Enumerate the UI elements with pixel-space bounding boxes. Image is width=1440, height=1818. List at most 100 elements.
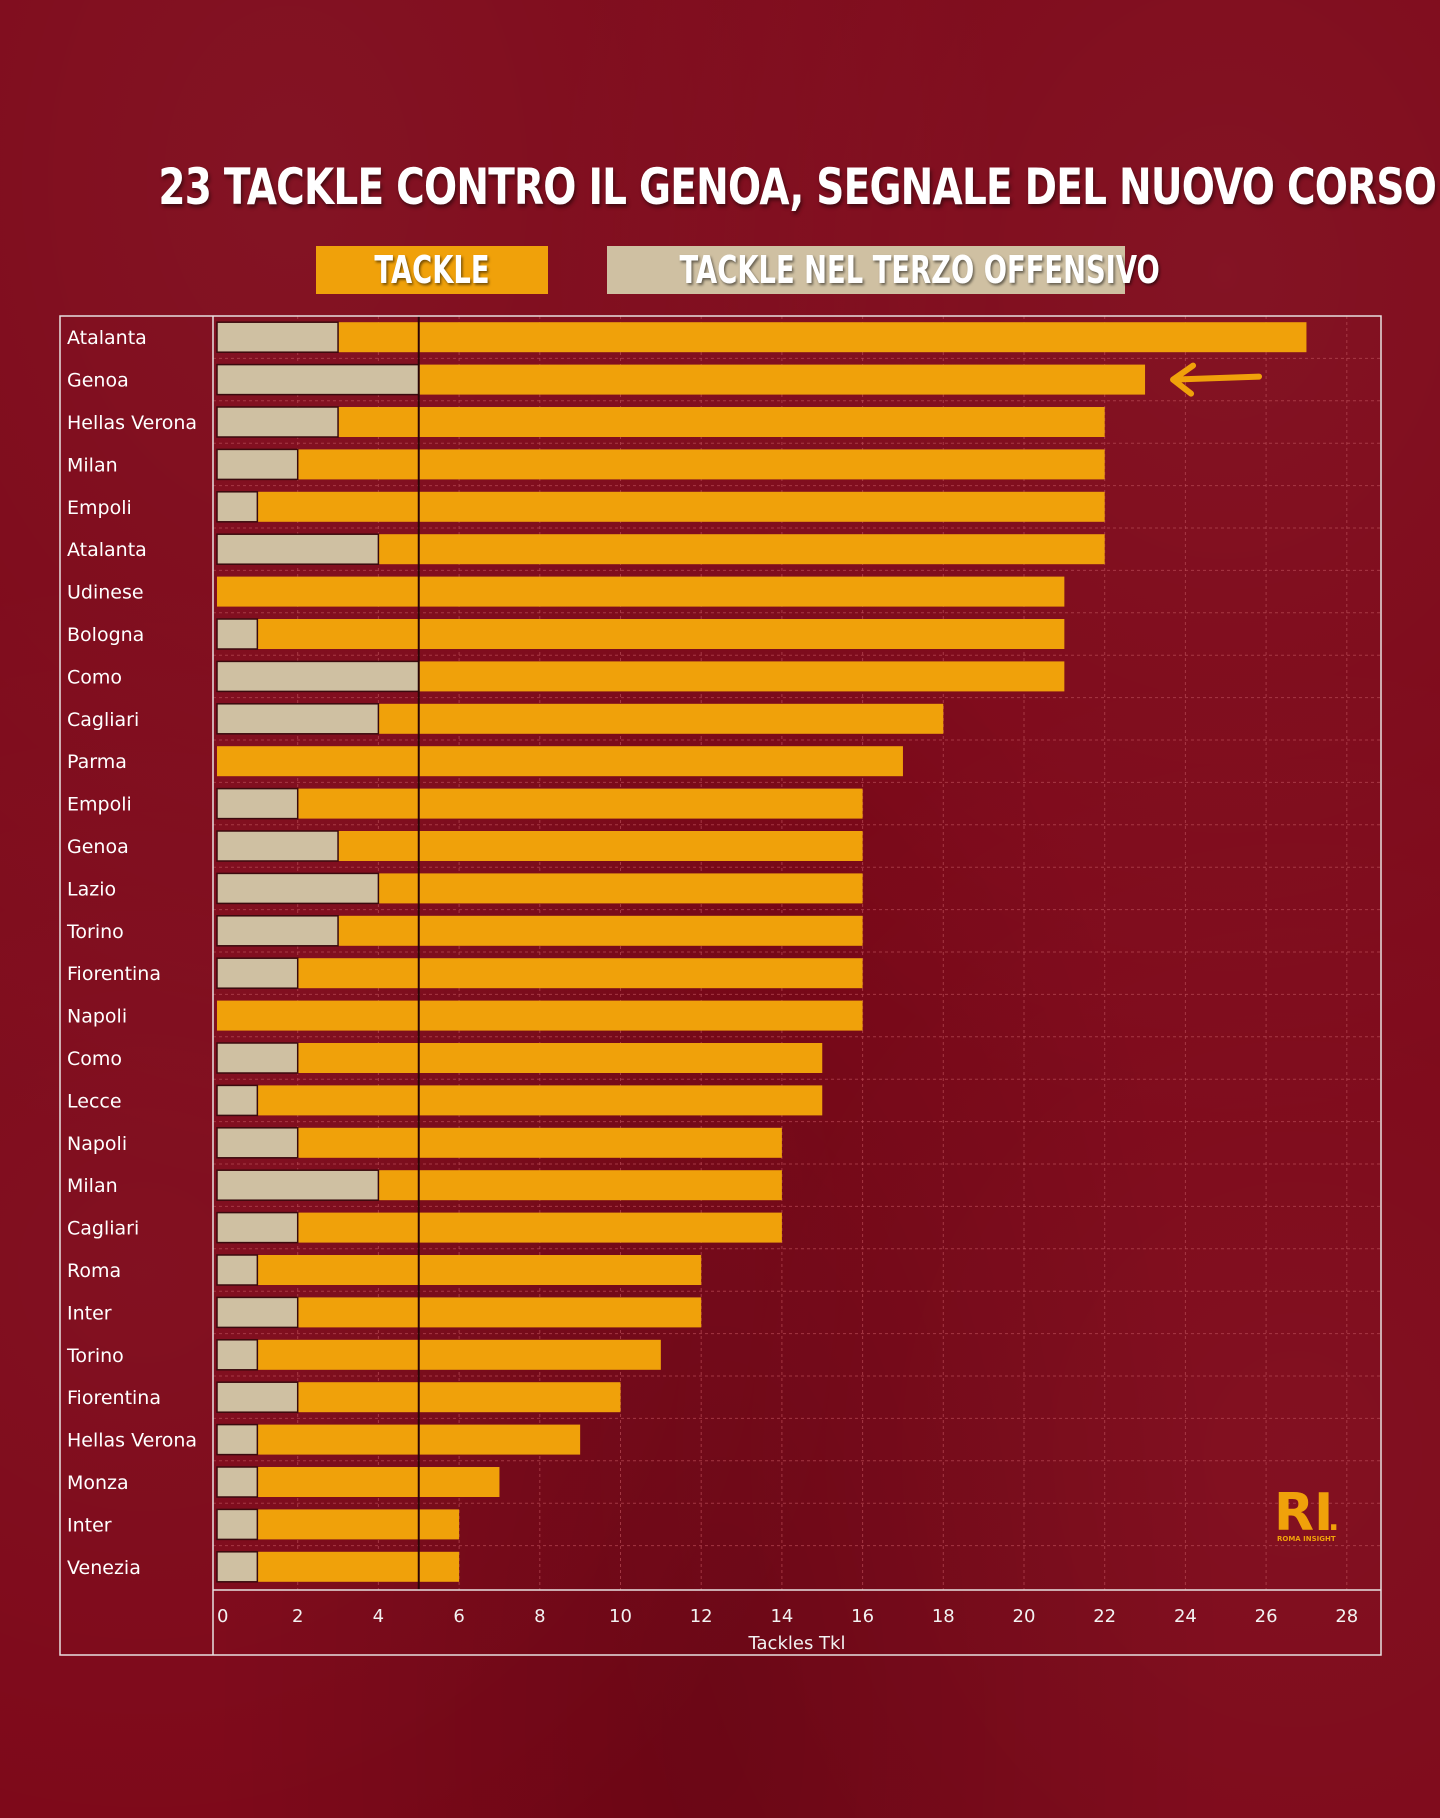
bar-terzo-14: [216, 915, 339, 947]
team-label-28: Inter: [67, 1514, 112, 1536]
x-tick-label-3: 6: [453, 1606, 464, 1627]
grid-layer: [213, 316, 1381, 1590]
team-label-14: Torino: [66, 921, 124, 943]
chart-frame: [59, 315, 1382, 1656]
x-tick-label-10: 20: [1013, 1606, 1036, 1627]
bar-terzo-13: [216, 872, 380, 905]
team-label-23: Inter: [67, 1302, 112, 1324]
team-label-26: Hellas Verona: [67, 1430, 197, 1452]
bar-terzo-29: [216, 1551, 259, 1583]
x-tick-label-12: 24: [1174, 1606, 1197, 1627]
bar-terzo-8: [216, 660, 420, 693]
team-label-20: Milan: [67, 1175, 118, 1197]
bar-terzo-19: [216, 1127, 299, 1159]
bar-terzo-4: [216, 491, 259, 523]
bar-tackle-22: [217, 1255, 702, 1285]
bar-tackle-27: [217, 1467, 500, 1497]
x-tick-label-1: 2: [292, 1606, 303, 1627]
bar-terzo-24: [216, 1339, 259, 1371]
bar-tackle-17: [217, 1043, 823, 1073]
bar-terzo-22: [216, 1254, 259, 1286]
team-label-2: Hellas Verona: [67, 412, 197, 434]
team-label-4: Empoli: [67, 497, 132, 519]
team-label-7: Bologna: [67, 624, 144, 646]
bar-terzo-9: [216, 703, 380, 735]
bar-terzo-18: [216, 1084, 259, 1117]
bar-terzo-5: [216, 533, 380, 565]
bar-terzo-11: [216, 787, 299, 820]
team-label-9: Cagliari: [67, 709, 139, 731]
team-label-11: Empoli: [67, 794, 132, 816]
team-label-17: Como: [67, 1048, 122, 1070]
chart-title: 23 TACKLE CONTRO IL GENOA, SEGNALE DEL N…: [158, 158, 1437, 216]
team-label-25: Fiorentina: [67, 1387, 161, 1409]
x-tick-label-13: 26: [1255, 1606, 1278, 1627]
bar-terzo-2: [216, 406, 339, 438]
bar-terzo-3: [216, 448, 299, 481]
x-tick-label-2: 4: [373, 1606, 384, 1627]
team-label-0: Atalanta: [67, 327, 147, 349]
team-label-19: Napoli: [67, 1133, 127, 1155]
bar-tackle-21: [217, 1212, 782, 1243]
bar-terzo-28: [216, 1508, 259, 1541]
highlight-arrow: [1170, 362, 1263, 397]
team-label-1: Genoa: [67, 370, 129, 392]
x-tick-label-0: 0: [217, 1606, 228, 1627]
bar-terzo-21: [216, 1211, 299, 1244]
bar-terzo-25: [216, 1381, 299, 1413]
bar-tackle-10: [217, 746, 903, 777]
bar-terzo-17: [216, 1042, 299, 1074]
bar-tackle-11: [217, 788, 863, 819]
legend-tackle: TACKLE: [316, 246, 548, 294]
bar-tackle-7: [217, 619, 1065, 649]
bar-terzo-20: [216, 1169, 380, 1201]
bar-terzo-7: [216, 618, 259, 650]
bar-terzo-12: [216, 830, 339, 862]
bar-tackle-16: [217, 1000, 863, 1031]
team-label-8: Como: [67, 666, 122, 688]
team-label-13: Lazio: [67, 878, 116, 900]
x-tick-label-7: 14: [770, 1606, 793, 1627]
legend-tackle-label: TACKLE: [374, 248, 490, 292]
team-label-12: Genoa: [67, 836, 129, 858]
bar-tackle-24: [217, 1339, 661, 1370]
logo-mark: RI: [1274, 1483, 1333, 1543]
bar-terzo-0: [216, 321, 339, 353]
team-label-5: Atalanta: [67, 539, 147, 561]
team-label-21: Cagliari: [67, 1218, 139, 1240]
bar-tackle-0: [217, 322, 1307, 353]
x-tick-label-4: 8: [534, 1606, 545, 1627]
bar-terzo-27: [216, 1466, 259, 1498]
team-label-18: Lecce: [67, 1090, 122, 1112]
team-label-6: Udinese: [67, 582, 144, 604]
roma-insight-logo: RI . ROMA INSIGHT: [1274, 1483, 1339, 1543]
bar-terzo-23: [216, 1296, 299, 1329]
label-layer: Atalanta Genoa Hellas Verona Milan Empoli Ata…: [66, 327, 1358, 1654]
bar-tackle-4: [217, 491, 1105, 522]
bar-terzo-26: [216, 1423, 259, 1456]
team-label-22: Roma: [67, 1260, 121, 1282]
bar-layer: [216, 316, 1307, 1590]
team-label-16: Napoli: [67, 1006, 127, 1028]
x-tick-label-14: 28: [1335, 1606, 1358, 1627]
frame-layer: [59, 315, 1382, 1656]
team-label-27: Monza: [67, 1472, 129, 1494]
x-tick-label-11: 22: [1093, 1606, 1116, 1627]
logo-subtitle: ROMA INSIGHT: [1277, 1535, 1336, 1543]
team-label-3: Milan: [67, 454, 118, 476]
x-tick-label-9: 18: [932, 1606, 955, 1627]
bar-tackle-18: [217, 1085, 823, 1116]
team-label-15: Fiorentina: [67, 963, 161, 985]
team-label-24: Torino: [66, 1345, 124, 1367]
team-label-29: Venezia: [67, 1557, 141, 1579]
bar-tackle-2: [217, 407, 1105, 437]
bar-tackle-6: [217, 576, 1065, 607]
bar-terzo-1: [216, 363, 420, 396]
team-label-10: Parma: [67, 751, 127, 773]
legend-terzo: TACKLE NEL TERZO OFFENSIVO: [607, 246, 1160, 294]
x-tick-label-5: 10: [609, 1606, 632, 1627]
x-axis-title: Tackles Tkl: [748, 1633, 846, 1654]
x-tick-label-8: 16: [851, 1606, 874, 1627]
bar-terzo-15: [216, 957, 299, 989]
bar-tackle-15: [217, 958, 863, 989]
